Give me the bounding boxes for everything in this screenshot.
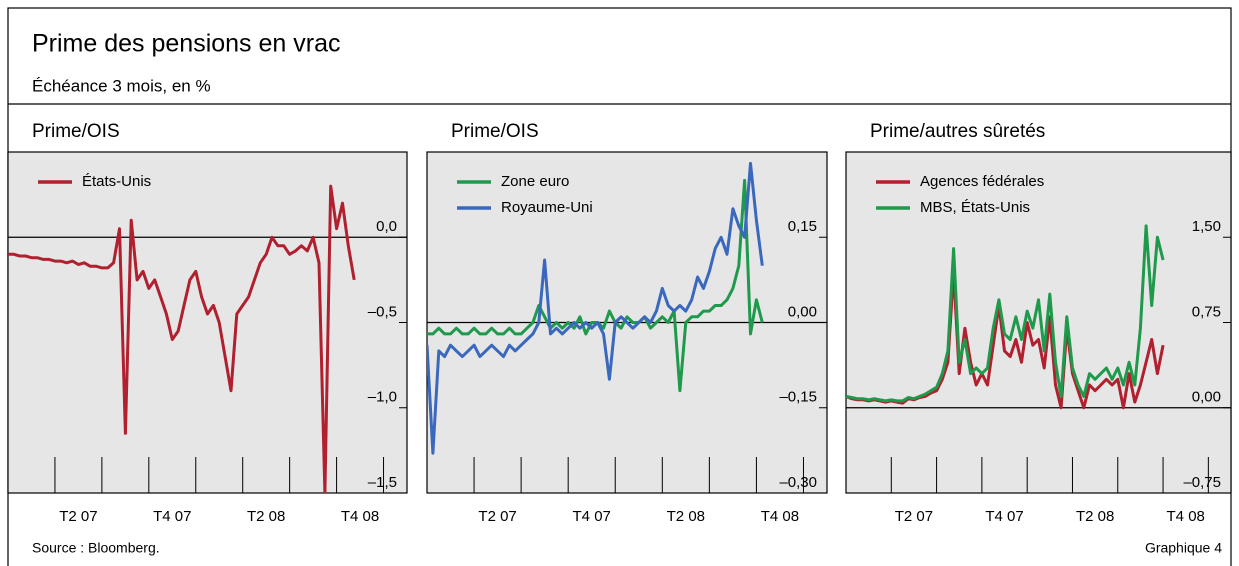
figure-subtitle: Échéance 3 mois, en %	[32, 76, 211, 95]
x-tick-label: T2 07	[59, 508, 97, 525]
x-tick-label: T4 07	[153, 508, 191, 525]
plot-area	[7, 151, 408, 494]
x-tick-label: T4 08	[761, 508, 799, 525]
legend-label: Royaume-Uni	[501, 199, 593, 216]
legend-label: MBS, États-Unis	[920, 199, 1030, 216]
y-tick-label: –0,15	[779, 389, 817, 406]
series-line	[846, 224, 1165, 403]
y-tick-label: 0,00	[788, 303, 817, 320]
panel-title: Prime/autres sûretés	[870, 121, 1045, 142]
legend-label: États-Unis	[82, 173, 151, 190]
figure-label: Graphique 4	[1145, 540, 1222, 556]
series-line	[427, 178, 764, 393]
x-tick-label: T2 07	[478, 508, 516, 525]
series-line	[427, 161, 764, 455]
x-tick-label: T4 07	[985, 508, 1023, 525]
x-tick-label: T4 08	[341, 508, 379, 525]
series-line	[8, 184, 356, 493]
y-tick-label: –1,0	[368, 389, 397, 406]
plot-area	[845, 151, 1232, 494]
source: Source : Bloomberg.	[32, 540, 160, 556]
y-tick-label: 0,00	[1192, 389, 1221, 406]
y-tick-label: –1,5	[368, 474, 397, 491]
panel-title: Prime/OIS	[32, 121, 120, 142]
x-tick-label: T4 07	[573, 508, 611, 525]
y-tick-label: 0,15	[788, 218, 817, 235]
legend-label: Zone euro	[501, 173, 569, 190]
x-tick-label: T2 08	[667, 508, 705, 525]
y-tick-label: 0,0	[376, 218, 397, 235]
figure-title: Prime des pensions en vrac	[32, 30, 340, 58]
x-tick-label: T2 08	[247, 508, 285, 525]
panel-title: Prime/OIS	[451, 121, 539, 142]
x-tick-label: T4 08	[1167, 508, 1205, 525]
y-tick-label: 0,75	[1192, 303, 1221, 320]
y-tick-label: –0,75	[1183, 474, 1221, 491]
x-tick-label: T2 08	[1076, 508, 1114, 525]
y-tick-label: –0,5	[368, 303, 397, 320]
y-tick-label: 1,50	[1192, 218, 1221, 235]
y-tick-label: –0,30	[779, 474, 817, 491]
x-tick-label: T2 07	[895, 508, 933, 525]
legend-label: Agences fédérales	[920, 173, 1044, 190]
series-line	[846, 269, 1165, 410]
